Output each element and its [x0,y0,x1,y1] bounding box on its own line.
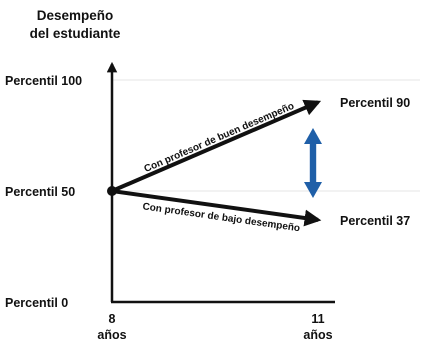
y-tick-label-50: Percentil 50 [5,185,75,199]
y-tick-labels: Percentil 100 Percentil 50 Percentil 0 [5,74,82,310]
x-tick-unit-8: años [97,328,126,342]
y-tick-label-0: Percentil 0 [5,296,68,310]
gap-arrow-layer [304,128,322,198]
origin-point [107,186,117,196]
x-tick-labels: 8 años 11 años [97,312,332,342]
series-line-2 [111,189,322,227]
grid-lines [112,79,420,192]
series-line-1 [111,99,322,193]
x-tick-unit-11: años [303,328,332,342]
x-tick-label-11: 11 [311,312,324,326]
gap-arrow-icon [304,128,322,198]
y-axis-title-line-2: del estudiante [30,26,121,41]
x-tick-label-8: 8 [109,312,116,326]
series-end-label-2: Percentil 37 [340,214,410,228]
series-lines: Con profesor de buen desempeño Percentil … [107,96,410,234]
series-end-label-1: Percentil 90 [340,96,410,110]
y-axis-title-line-1: Desempeño [37,8,114,23]
series-label-1: Con profesor de buen desempeño [143,101,296,175]
y-tick-label-100: Percentil 100 [5,74,82,88]
